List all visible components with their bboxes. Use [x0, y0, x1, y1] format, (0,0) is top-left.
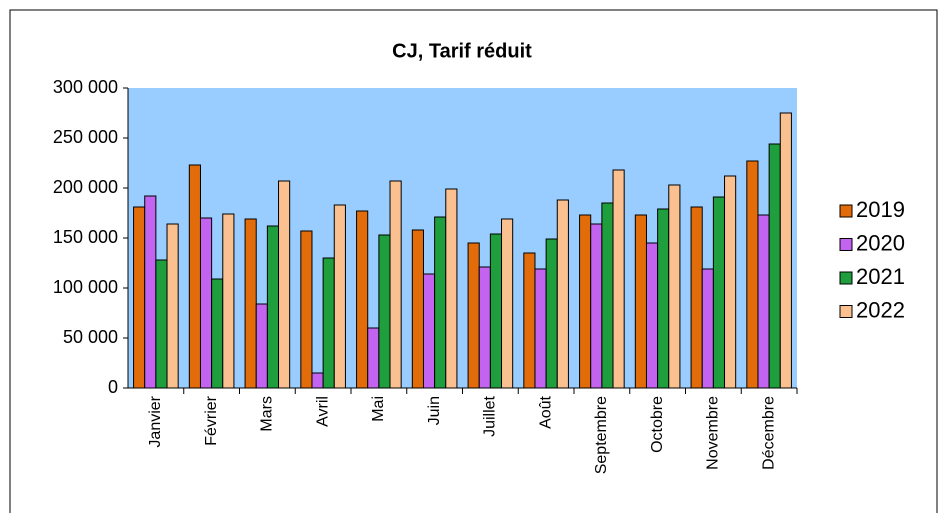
bar: [378, 234, 391, 389]
legend-swatch: [839, 238, 853, 251]
chart-title: CJ, Tarif réduit: [392, 40, 532, 62]
bar: [199, 217, 213, 389]
bar: [266, 225, 280, 389]
bar: [434, 216, 447, 389]
chart-border: [9, 9, 938, 513]
x-tick-label: Décembre: [760, 396, 777, 470]
bar: [133, 206, 146, 389]
bar: [590, 223, 603, 389]
x-tick-label: Avril: [314, 396, 331, 427]
plot-area: [128, 88, 797, 388]
x-tick-label: Février: [203, 395, 220, 445]
y-tick-label: 0: [108, 377, 118, 397]
bar: [712, 196, 726, 389]
bar: [634, 214, 647, 389]
bar: [556, 199, 569, 389]
bar: [612, 169, 625, 389]
bar: [445, 188, 458, 389]
legend-label: 2019: [856, 197, 905, 222]
bar: [779, 112, 792, 389]
x-tick-label: Septembre: [593, 396, 610, 474]
bar: [255, 303, 268, 389]
bar: [411, 229, 424, 389]
y-tick-label: 300 000: [53, 77, 118, 97]
bar: [278, 180, 291, 389]
bar: [244, 218, 257, 389]
bar: [701, 268, 714, 389]
bar: [668, 184, 681, 389]
x-tick-label: Août: [537, 395, 554, 428]
bar: [311, 372, 324, 389]
bar: [367, 327, 380, 389]
bar: [211, 278, 224, 389]
bar: [768, 143, 781, 389]
bar: [389, 180, 402, 389]
bar: [545, 238, 558, 389]
x-tick-label: Juin: [426, 396, 443, 425]
x-tick-label: Janvier: [147, 395, 164, 447]
bar: [501, 218, 514, 389]
legend-swatch: [839, 204, 853, 218]
y-tick-label: 50 000: [63, 327, 118, 347]
bar: [757, 214, 770, 389]
bar: [534, 268, 547, 389]
bar: [300, 230, 313, 389]
legend-label: 2021: [856, 264, 905, 289]
bar: [155, 259, 168, 389]
bar: [601, 202, 614, 389]
legend-swatch: [839, 271, 853, 285]
x-tick-label: Mai: [370, 396, 387, 422]
bar: [489, 233, 503, 389]
bar: [144, 195, 157, 389]
x-tick-label: Novembre: [705, 396, 722, 470]
bar: [333, 204, 346, 389]
x-tick-label: Juillet: [482, 395, 499, 436]
legend-label: 2022: [856, 297, 905, 322]
bar: [724, 175, 737, 389]
x-tick-label: Mars: [259, 396, 276, 432]
x-tick-label: Octobre: [649, 396, 666, 453]
legend-label: 2020: [856, 230, 905, 255]
y-tick-label: 100 000: [53, 277, 118, 297]
bar: [579, 214, 592, 389]
bar: [222, 213, 235, 389]
bar: [322, 257, 335, 389]
bar: [467, 242, 480, 389]
bar: [523, 252, 536, 389]
bar: [356, 210, 369, 389]
bar: [690, 206, 703, 389]
bar: [478, 266, 491, 389]
y-tick-label: 150 000: [53, 227, 118, 247]
y-tick-label: 250 000: [53, 127, 118, 147]
bar: [746, 160, 759, 389]
bar: [657, 208, 670, 389]
bar: [422, 273, 436, 389]
bar: [188, 164, 201, 389]
legend-swatch: [839, 305, 853, 318]
y-tick-label: 200 000: [53, 177, 118, 197]
bar: [166, 223, 179, 389]
bar: [645, 242, 659, 389]
